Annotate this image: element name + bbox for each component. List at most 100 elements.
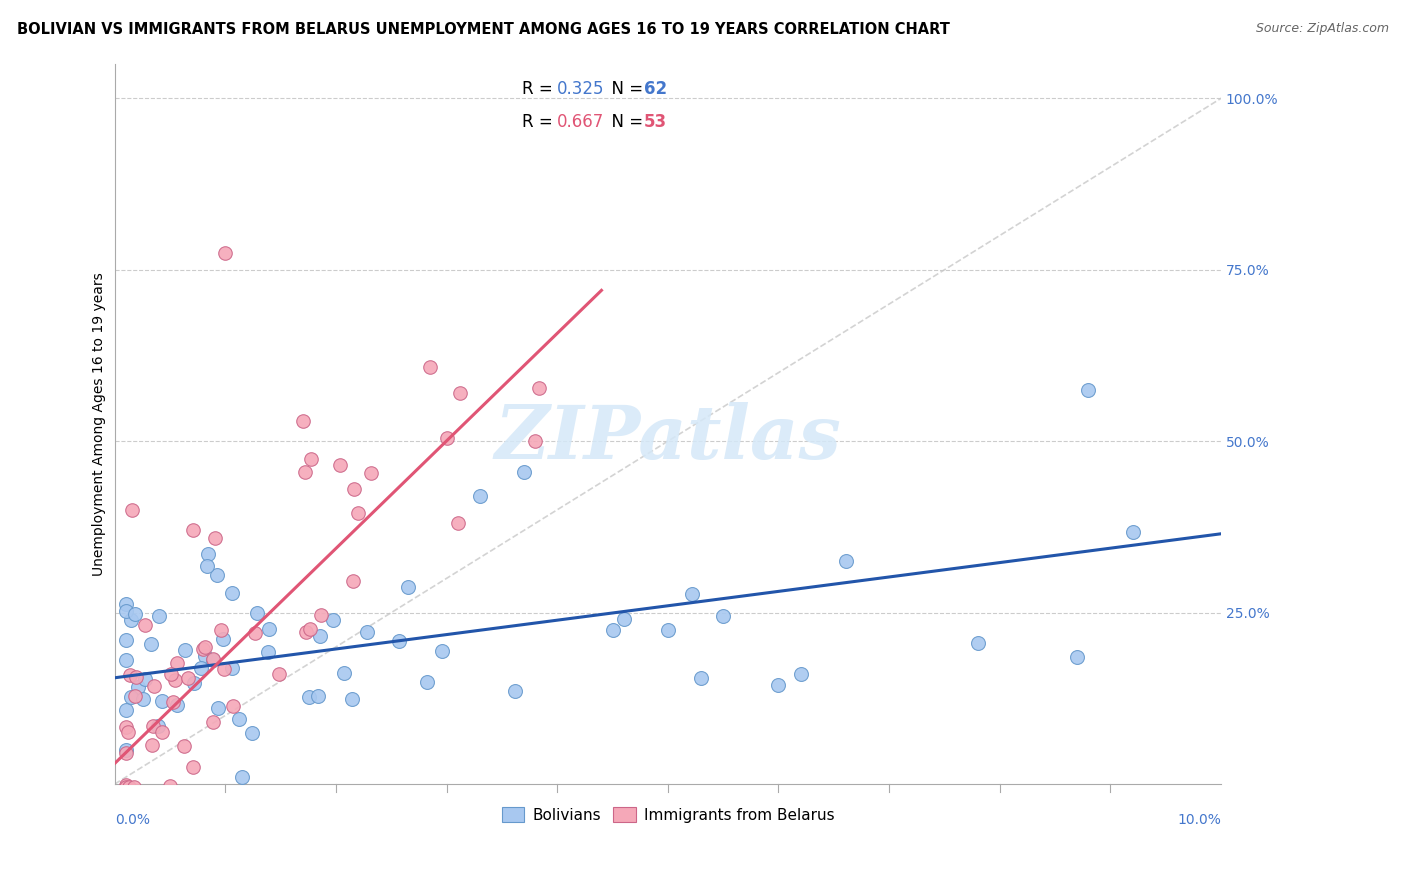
Point bbox=[120, 613, 142, 627]
Text: 62: 62 bbox=[644, 80, 666, 98]
Point bbox=[159, 779, 181, 793]
Point bbox=[124, 607, 146, 621]
Point bbox=[1066, 650, 1088, 665]
Point bbox=[118, 668, 141, 682]
Text: N =: N = bbox=[602, 113, 648, 131]
Point bbox=[468, 489, 491, 503]
Point bbox=[690, 671, 713, 685]
Point bbox=[132, 692, 155, 706]
Point bbox=[657, 623, 679, 637]
Point bbox=[291, 414, 314, 428]
Point bbox=[257, 644, 280, 658]
Point bbox=[602, 623, 624, 637]
Point bbox=[524, 434, 547, 449]
Point bbox=[202, 714, 225, 729]
Point bbox=[143, 680, 166, 694]
Point bbox=[294, 465, 316, 479]
Text: 10.0%: 10.0% bbox=[1177, 813, 1220, 827]
Point bbox=[1121, 525, 1143, 540]
Y-axis label: Unemployment Among Ages 16 to 19 years: Unemployment Among Ages 16 to 19 years bbox=[93, 272, 107, 576]
Point bbox=[114, 720, 136, 734]
Point bbox=[115, 633, 138, 648]
Point bbox=[298, 622, 321, 636]
Point bbox=[194, 648, 217, 663]
Point bbox=[114, 778, 136, 792]
Point bbox=[114, 743, 136, 757]
Text: R =: R = bbox=[522, 113, 558, 131]
Point bbox=[347, 506, 370, 520]
Point bbox=[121, 502, 143, 516]
Point bbox=[146, 719, 169, 733]
Point bbox=[309, 608, 332, 623]
Point bbox=[181, 759, 204, 773]
Point bbox=[190, 661, 212, 675]
Point bbox=[191, 641, 214, 656]
Point bbox=[114, 780, 136, 795]
Point bbox=[165, 673, 187, 687]
Point bbox=[242, 726, 264, 740]
Point bbox=[181, 523, 204, 537]
Point bbox=[513, 465, 536, 479]
Point bbox=[360, 467, 382, 481]
Point bbox=[228, 712, 250, 726]
Text: BOLIVIAN VS IMMIGRANTS FROM BELARUS UNEMPLOYMENT AMONG AGES 16 TO 19 YEARS CORRE: BOLIVIAN VS IMMIGRANTS FROM BELARUS UNEM… bbox=[17, 22, 949, 37]
Point bbox=[114, 597, 136, 611]
Point bbox=[174, 643, 197, 657]
Point bbox=[214, 245, 236, 260]
Point bbox=[124, 689, 146, 703]
Point bbox=[267, 667, 290, 681]
Point bbox=[148, 609, 170, 624]
Point bbox=[416, 674, 439, 689]
Text: 0.0%: 0.0% bbox=[115, 813, 149, 827]
Point bbox=[446, 516, 468, 531]
Point bbox=[134, 672, 156, 686]
Point bbox=[209, 623, 232, 637]
Point bbox=[204, 531, 226, 545]
Point bbox=[197, 547, 219, 561]
Point bbox=[195, 558, 218, 573]
Point bbox=[141, 738, 163, 752]
Text: 0.325: 0.325 bbox=[557, 80, 605, 98]
Point bbox=[342, 574, 364, 589]
Point bbox=[118, 780, 141, 795]
Point bbox=[212, 662, 235, 676]
Point bbox=[162, 695, 184, 709]
Point bbox=[308, 629, 330, 643]
Point bbox=[134, 618, 156, 632]
Text: R =: R = bbox=[522, 80, 558, 98]
Point bbox=[159, 667, 181, 681]
Point bbox=[202, 653, 225, 667]
Point bbox=[789, 667, 811, 681]
Point bbox=[183, 675, 205, 690]
Point bbox=[333, 666, 356, 681]
Point bbox=[120, 690, 142, 705]
Point bbox=[301, 452, 323, 467]
Point bbox=[711, 609, 734, 624]
Point bbox=[125, 670, 148, 684]
Point bbox=[343, 482, 366, 496]
Point bbox=[835, 554, 858, 568]
Point bbox=[194, 640, 217, 654]
Point bbox=[388, 633, 411, 648]
Point bbox=[221, 661, 243, 675]
Point bbox=[527, 381, 550, 395]
Point bbox=[221, 698, 243, 713]
Point bbox=[114, 747, 136, 761]
Point bbox=[419, 359, 441, 374]
Point bbox=[295, 625, 318, 640]
Point bbox=[176, 671, 198, 685]
Text: ZIPatlas: ZIPatlas bbox=[495, 402, 841, 475]
Point bbox=[503, 683, 526, 698]
Point bbox=[768, 678, 790, 692]
Point bbox=[207, 568, 229, 582]
Point bbox=[613, 612, 636, 626]
Point bbox=[246, 606, 269, 620]
Point bbox=[173, 739, 195, 753]
Point bbox=[966, 636, 988, 650]
Point bbox=[1077, 383, 1099, 397]
Point bbox=[122, 780, 145, 795]
Point bbox=[142, 719, 165, 733]
Point bbox=[221, 585, 243, 599]
Point bbox=[127, 680, 149, 694]
Point bbox=[432, 644, 454, 658]
